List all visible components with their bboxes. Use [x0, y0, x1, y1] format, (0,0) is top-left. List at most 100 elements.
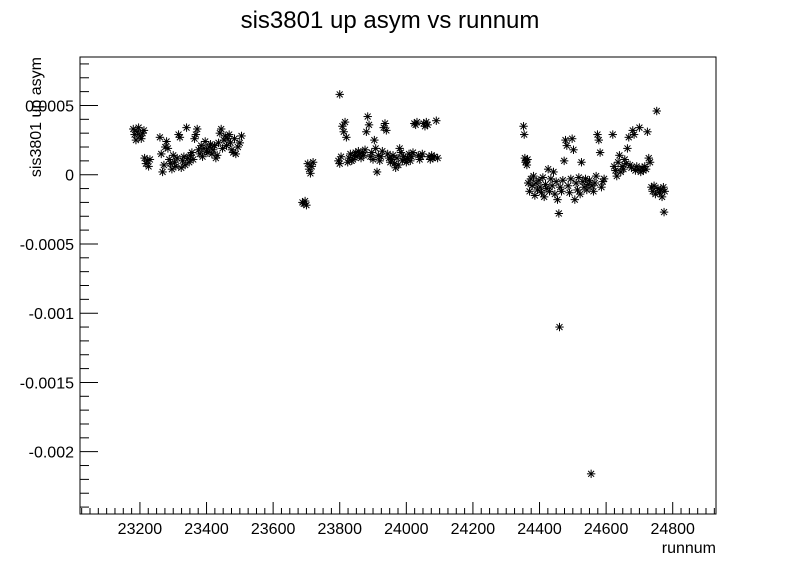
data-point [302, 200, 311, 210]
data-point [520, 130, 529, 139]
data-point [343, 158, 352, 167]
data-point [177, 163, 186, 172]
data-point [224, 130, 234, 139]
data-point [629, 130, 639, 139]
data-point [570, 195, 580, 204]
data-point [553, 195, 562, 204]
data-point [380, 119, 390, 128]
data-point [569, 145, 578, 154]
data-point [582, 185, 592, 195]
data-point [608, 130, 617, 139]
data-point [590, 178, 599, 188]
data-point [155, 133, 165, 142]
data-point [561, 135, 570, 145]
data-point [529, 171, 538, 181]
data-point [159, 160, 169, 170]
data-point [611, 166, 620, 175]
data-point [129, 124, 138, 134]
data-point [577, 158, 586, 167]
data-point [539, 192, 549, 202]
data-point [595, 148, 605, 157]
data-point [575, 189, 585, 199]
data-point [364, 120, 374, 130]
data-point [408, 148, 418, 157]
data-point [566, 174, 576, 184]
data-point [235, 138, 245, 148]
data-point [554, 209, 564, 218]
data-point [158, 167, 167, 177]
data-point [342, 133, 351, 142]
data-point [216, 124, 226, 134]
data-point [599, 174, 609, 184]
y-tick-label: 0 [65, 168, 74, 185]
data-point [157, 149, 166, 159]
x-tick-label: 24200 [451, 521, 496, 538]
y-tick-label: -0.0015 [20, 375, 74, 392]
data-point [412, 117, 422, 127]
data-point [423, 120, 432, 130]
x-axis-label: runnum [662, 540, 716, 557]
x-tick-label: 24600 [584, 521, 629, 538]
data-point [359, 151, 368, 160]
data-point [523, 155, 532, 164]
data-point [573, 185, 582, 195]
data-points [129, 90, 669, 479]
data-point [231, 149, 241, 159]
data-point [555, 322, 564, 332]
data-point [635, 123, 644, 132]
data-point [519, 122, 528, 131]
data-point [171, 162, 181, 171]
x-tick-label: 24400 [517, 521, 562, 538]
data-point [370, 135, 379, 145]
data-point [574, 173, 584, 182]
data-point [371, 144, 380, 153]
chart-title: sis3801 up asym vs runnum [241, 7, 540, 34]
data-point [214, 138, 223, 148]
data-point [558, 176, 568, 185]
data-point [557, 187, 566, 196]
data-point [562, 141, 572, 150]
data-point [432, 116, 441, 125]
data-point [589, 187, 598, 196]
data-point [621, 159, 631, 168]
data-point [418, 149, 427, 159]
data-point [144, 162, 153, 171]
data-point [187, 148, 197, 157]
x-axis: 23200 23400 23600 23800 24000 24200 24400 24600… [81, 502, 715, 538]
data-point [565, 188, 574, 197]
data-point [660, 187, 669, 196]
data-point [551, 177, 561, 186]
data-point [169, 151, 178, 160]
data-point [652, 106, 661, 116]
data-point [134, 123, 143, 132]
data-point [179, 152, 189, 161]
data-point [139, 126, 149, 135]
data-point [218, 144, 227, 153]
data-point [659, 207, 669, 217]
data-point [522, 160, 532, 170]
y-tick-label: 0.0005 [25, 98, 74, 115]
data-point [193, 124, 202, 134]
data-point [237, 131, 246, 141]
data-point [181, 160, 190, 170]
data-point [549, 167, 558, 177]
data-point [167, 164, 177, 174]
data-point [340, 117, 350, 127]
data-point [163, 144, 173, 153]
data-point [375, 156, 384, 166]
y-tick-label: -0.0005 [20, 237, 74, 254]
data-point [593, 130, 602, 139]
data-point [189, 155, 198, 164]
data-point [586, 469, 596, 479]
data-point [308, 158, 318, 167]
data-point [338, 122, 347, 131]
data-point [643, 127, 652, 136]
data-point [615, 151, 624, 160]
data-point [182, 123, 191, 132]
x-tick-label: 23800 [317, 521, 362, 538]
data-point [376, 152, 386, 161]
x-tick-label: 24000 [384, 521, 429, 538]
data-point [137, 134, 146, 143]
data-point [641, 164, 651, 174]
